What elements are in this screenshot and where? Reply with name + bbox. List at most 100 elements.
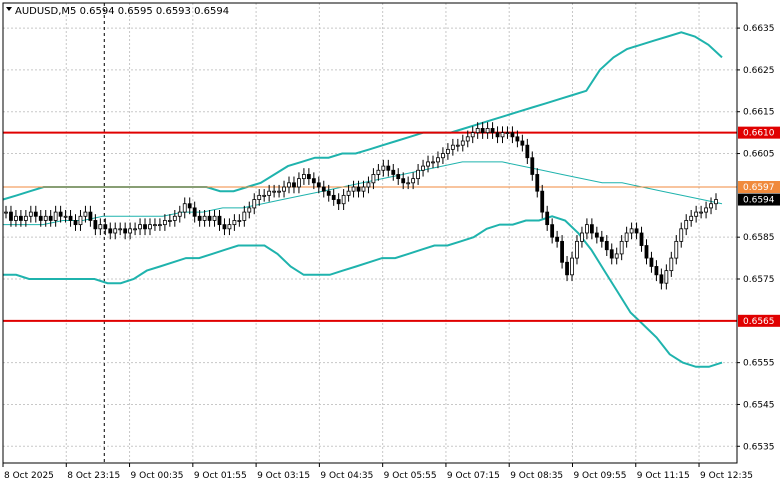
candle-body	[709, 203, 713, 209]
candle	[679, 222, 684, 248]
candle-body	[594, 232, 599, 238]
candle	[684, 214, 689, 236]
y-tick-label: 0.6625	[743, 66, 775, 76]
candle-body	[326, 190, 331, 196]
x-tick-label: 9 Oct 09:55	[573, 471, 626, 481]
candle	[9, 205, 13, 227]
candle	[242, 205, 247, 227]
candle	[321, 180, 326, 198]
candle	[207, 210, 212, 227]
candle-body	[257, 194, 262, 200]
candle-body	[316, 182, 321, 188]
candle	[272, 184, 277, 198]
candle	[88, 205, 93, 227]
candle-body	[401, 178, 406, 184]
candle-body	[599, 236, 604, 242]
candle-body	[470, 132, 475, 138]
x-tick-label: 8 Oct 2025	[4, 471, 54, 481]
candle	[103, 218, 108, 236]
candle-body	[535, 174, 540, 192]
candle-body	[212, 215, 217, 221]
candle-body	[83, 211, 88, 217]
candle	[43, 210, 48, 227]
candle	[336, 193, 341, 210]
time-axis: 8 Oct 2025 8 Oct 23:15 9 Oct 00:35 9 Oct 01…	[2, 463, 753, 481]
candle-body	[177, 211, 182, 217]
candle-body	[192, 207, 197, 217]
candle	[212, 210, 217, 227]
candle	[376, 164, 381, 181]
candle-body	[88, 211, 93, 221]
candle-body	[341, 194, 346, 205]
candle	[570, 251, 574, 282]
candle	[644, 239, 649, 265]
candle	[23, 210, 28, 227]
candle	[28, 205, 33, 223]
candle-body	[644, 245, 649, 259]
candle-body	[520, 140, 525, 146]
candle-body	[465, 136, 470, 142]
candle	[167, 214, 172, 227]
candle-body	[282, 186, 286, 192]
candle	[639, 226, 644, 252]
candle	[445, 143, 450, 160]
candle-body	[133, 228, 137, 231]
candle	[396, 168, 401, 185]
candle	[113, 222, 118, 240]
dropdown-triangle-icon[interactable]	[6, 7, 12, 11]
current-price-tag	[738, 193, 780, 206]
candle-body	[23, 215, 28, 221]
candle-body	[495, 132, 500, 138]
y-tick-label: 0.6635	[743, 24, 775, 34]
candle-body	[123, 228, 128, 234]
candle-body	[153, 224, 157, 227]
candle	[411, 172, 416, 190]
candle	[550, 218, 555, 244]
candle	[366, 176, 371, 194]
candle-body	[545, 211, 550, 226]
candle	[465, 130, 470, 148]
x-tick-label: 9 Oct 11:15	[637, 471, 690, 481]
candles	[4, 122, 718, 290]
candle-body	[426, 161, 430, 167]
candle-body	[614, 253, 619, 259]
candle-body	[555, 236, 560, 242]
candle-body	[237, 220, 242, 222]
candle-body	[187, 203, 192, 209]
candle	[128, 222, 133, 240]
candle-body	[48, 215, 53, 221]
candle	[306, 168, 311, 185]
candle	[450, 138, 455, 156]
candle	[515, 130, 520, 148]
candle	[277, 184, 281, 198]
candle	[530, 151, 535, 181]
candle-body	[172, 215, 177, 221]
candle	[674, 235, 679, 265]
candle	[699, 205, 704, 219]
candle-body	[346, 190, 351, 196]
level-price-tag	[738, 314, 780, 327]
candle	[98, 218, 103, 236]
y-tick-label: 0.6605	[743, 150, 775, 160]
candle	[162, 214, 167, 231]
candle	[48, 210, 53, 227]
candle-body	[162, 220, 167, 226]
candle	[441, 147, 445, 164]
candle	[331, 189, 336, 206]
candle	[485, 122, 490, 139]
candle-body	[58, 211, 63, 217]
candle	[287, 176, 291, 194]
x-tick-label: 9 Oct 00:35	[131, 471, 184, 481]
candle-body	[421, 165, 425, 171]
candle	[520, 134, 525, 152]
grid	[3, 3, 737, 463]
candle	[351, 180, 356, 198]
candle-body	[391, 169, 396, 175]
candle-body	[490, 128, 495, 134]
candle	[624, 226, 629, 248]
x-tick-label: 9 Oct 05:55	[384, 471, 437, 481]
candle	[381, 159, 386, 177]
candle-body	[292, 182, 296, 188]
